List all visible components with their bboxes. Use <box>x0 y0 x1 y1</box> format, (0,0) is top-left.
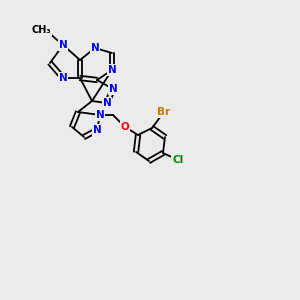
Text: N: N <box>91 43 99 53</box>
Text: N: N <box>103 98 111 108</box>
Text: N: N <box>109 84 117 94</box>
Text: CH₃: CH₃ <box>31 25 51 35</box>
Text: N: N <box>93 125 101 135</box>
Text: Br: Br <box>158 107 171 117</box>
Text: N: N <box>108 65 116 75</box>
Text: O: O <box>121 122 129 132</box>
Text: N: N <box>58 73 68 83</box>
Text: N: N <box>96 110 104 120</box>
Text: N: N <box>58 40 68 50</box>
Text: Cl: Cl <box>172 155 184 165</box>
